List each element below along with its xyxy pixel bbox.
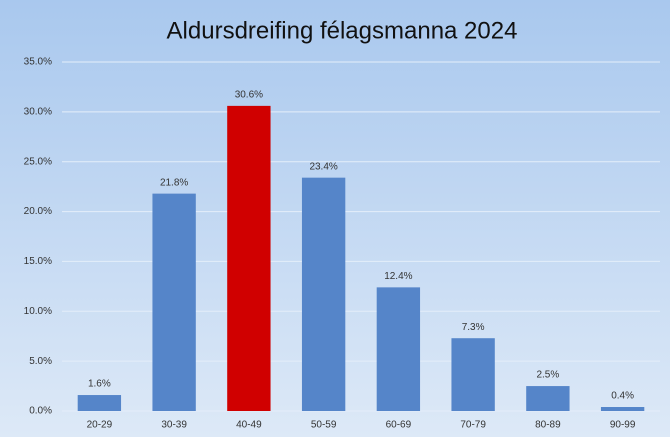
bar <box>451 338 495 411</box>
y-tick-label: 15.0% <box>24 256 52 267</box>
data-label: 12.4% <box>384 271 412 282</box>
data-label: 23.4% <box>309 161 337 172</box>
x-tick-label: 60-69 <box>386 420 412 431</box>
x-tick-label: 40-49 <box>236 420 262 431</box>
data-label: 1.6% <box>88 379 111 390</box>
y-tick-label: 10.0% <box>24 306 52 317</box>
bar <box>600 407 645 411</box>
bar <box>526 386 570 411</box>
bar <box>376 287 421 411</box>
chart-title: Aldursdreifing félagsmanna 2024 <box>167 17 518 44</box>
data-label: 30.6% <box>235 90 263 101</box>
x-tick-label: 50-59 <box>311 420 337 431</box>
y-tick-label: 35.0% <box>24 57 52 68</box>
bar <box>77 395 122 411</box>
bar <box>227 105 271 412</box>
data-label: 0.4% <box>611 391 634 402</box>
data-label: 21.8% <box>160 177 188 188</box>
y-tick-label: 25.0% <box>24 156 52 167</box>
x-tick-label: 20-29 <box>87 420 113 431</box>
bar <box>152 193 196 411</box>
x-tick-label: 30-39 <box>161 420 187 431</box>
bar <box>301 177 346 411</box>
y-tick-label: 0.0% <box>29 406 52 417</box>
y-tick-label: 30.0% <box>24 106 52 117</box>
data-label: 2.5% <box>536 370 559 381</box>
y-tick-label: 5.0% <box>29 356 52 367</box>
y-tick-label: 20.0% <box>24 206 52 217</box>
data-label: 7.3% <box>462 322 485 333</box>
x-tick-label: 70-79 <box>460 420 486 431</box>
x-tick-label: 90-99 <box>610 420 636 431</box>
x-tick-label: 80-89 <box>535 420 561 431</box>
